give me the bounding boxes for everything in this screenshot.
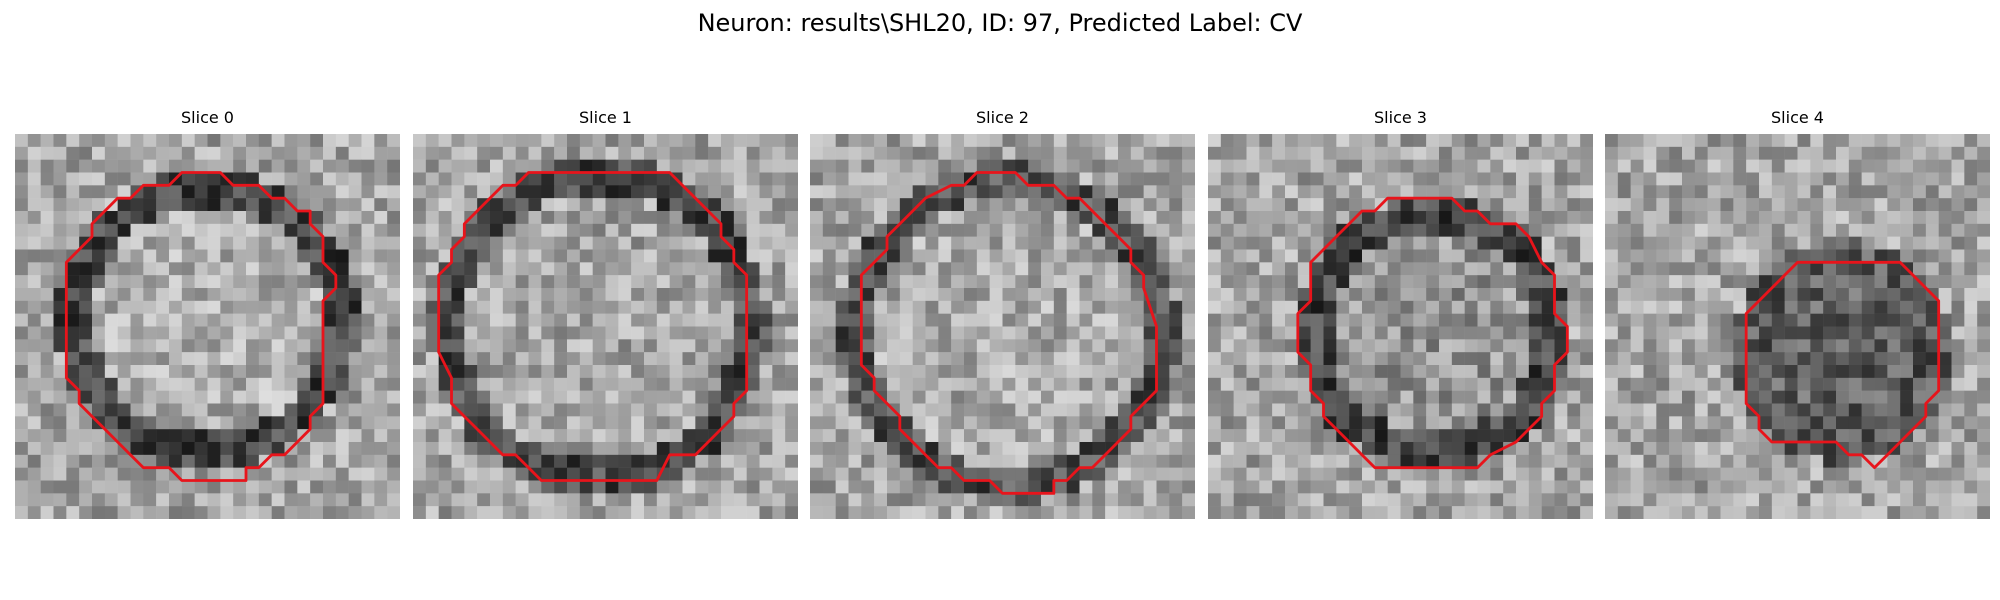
slice-image-2	[810, 134, 1195, 519]
slice-image-0	[15, 134, 400, 519]
grayscale-pixels	[810, 134, 1195, 519]
slice-panel-0: Slice 0	[15, 108, 400, 520]
figure-title: Neuron: results\SHL20, ID: 97, Predicted…	[697, 9, 1303, 37]
slice-panel-4: Slice 4	[1605, 108, 1990, 520]
slice-panel-3: Slice 3	[1208, 108, 1593, 520]
slice-panel-2: Slice 2	[810, 108, 1195, 520]
slice-title: Slice 4	[1771, 108, 1824, 127]
slice-image-3	[1208, 134, 1593, 519]
slice-title: Slice 0	[181, 108, 234, 127]
grayscale-pixels	[1605, 134, 1990, 519]
contour-outline	[64, 171, 338, 482]
slice-title: Slice 2	[976, 108, 1029, 127]
slice-panel-1: Slice 1	[413, 108, 798, 520]
contour-outline	[437, 171, 749, 482]
slice-title: Slice 1	[579, 108, 632, 127]
slice-image-4	[1605, 134, 1990, 519]
contour-outline	[1744, 260, 1941, 470]
slice-image-1	[413, 134, 798, 519]
grayscale-pixels	[1208, 134, 1593, 519]
contour-outline	[859, 171, 1158, 495]
grayscale-pixels	[15, 134, 400, 519]
slice-title: Slice 3	[1374, 108, 1427, 127]
contour-outline	[1296, 196, 1569, 470]
grayscale-pixels	[413, 134, 798, 519]
